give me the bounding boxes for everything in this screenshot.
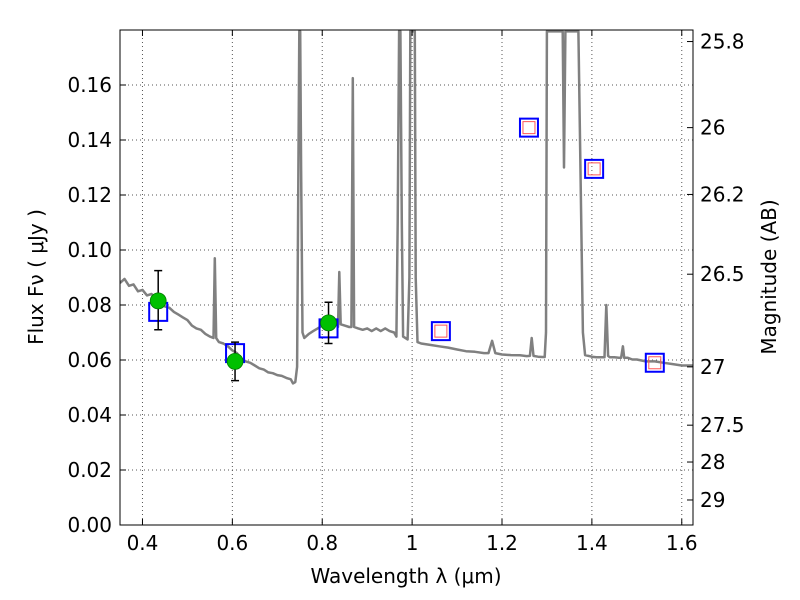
y-tick-label: 0.02 — [67, 458, 112, 482]
model-inner-square — [522, 121, 536, 135]
mag-tick-label: 26.2 — [700, 182, 745, 206]
mag-tick-label: 29 — [700, 488, 725, 512]
y-tick-label: 0.16 — [67, 73, 112, 97]
model-photometry-square — [430, 321, 451, 342]
model-photometry-square — [584, 158, 605, 179]
y-axis-label: Flux Fν ( μJy ) — [24, 209, 48, 345]
mag-tick-label: 28 — [700, 450, 725, 474]
mag-tick-label: 26.5 — [700, 262, 745, 286]
mag-tick-label: 26 — [700, 116, 725, 140]
x-tick-label: 1 — [406, 531, 419, 555]
y-tick-label: 0.12 — [67, 183, 112, 207]
right-axis-label: Magnitude (AB) — [757, 199, 781, 354]
axis-ticks: 0.4 0.6 0.8 1 1.2 1.4 1.6 0.00 0.02 0.04 0.06 0.08 0… — [67, 30, 744, 555]
model-photometry-square — [644, 352, 665, 373]
y-tick-label: 0.14 — [67, 128, 112, 152]
y-tick-label: 0.04 — [67, 403, 112, 427]
x-tick-label: 1.4 — [576, 531, 608, 555]
observed-flux-point — [226, 352, 244, 370]
plot-background — [120, 30, 693, 525]
spectrum-layer — [120, 30, 693, 385]
y-tick-label: 0.06 — [67, 348, 112, 372]
mag-tick-label: 27.5 — [700, 413, 745, 437]
model-photometry-square — [518, 117, 539, 138]
model-inner-square — [648, 356, 662, 370]
x-axis-label: Wavelength λ (μm) — [310, 564, 501, 588]
model-inner-square — [587, 162, 601, 176]
x-tick-label: 0.6 — [216, 531, 248, 555]
model-spectrum-line — [120, 30, 693, 385]
observed-points — [149, 269, 337, 382]
mag-tick-label: 27 — [700, 355, 725, 379]
y-tick-label: 0.10 — [67, 238, 112, 262]
observed-flux-point — [149, 292, 167, 310]
x-tick-label: 1.6 — [666, 531, 698, 555]
x-tick-label: 0.4 — [127, 531, 159, 555]
x-tick-label: 0.8 — [306, 531, 338, 555]
y-tick-label: 0.00 — [67, 513, 112, 537]
x-tick-label: 1.2 — [486, 531, 518, 555]
mag-tick-label: 25.8 — [700, 30, 745, 54]
grid-lines — [120, 30, 693, 526]
y-tick-label: 0.08 — [67, 293, 112, 317]
plot-frame — [119, 29, 694, 526]
model-inner-square — [434, 324, 448, 338]
observed-flux-point — [320, 314, 337, 332]
